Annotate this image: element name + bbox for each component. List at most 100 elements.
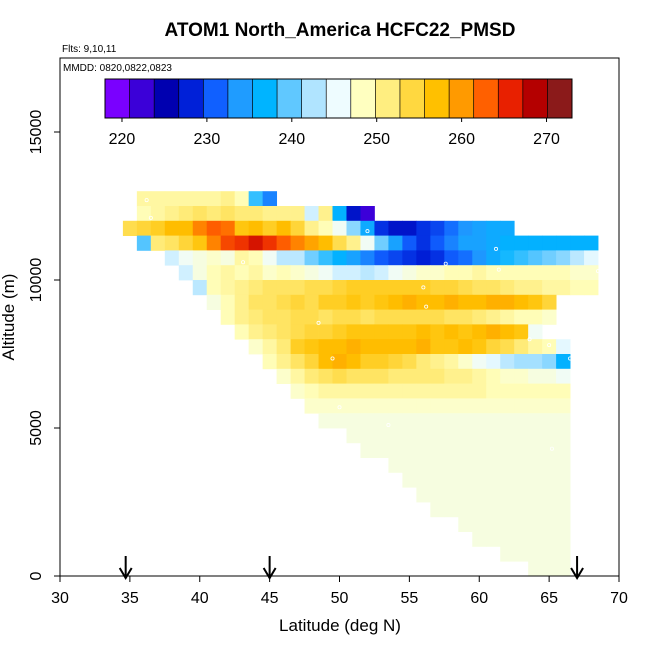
heatmap-cell bbox=[416, 309, 431, 325]
heatmap-cell bbox=[500, 472, 515, 488]
heatmap-cell bbox=[402, 472, 417, 488]
heatmap-cell bbox=[500, 294, 515, 310]
heatmap-cell bbox=[346, 280, 361, 296]
heatmap-cell bbox=[486, 428, 501, 444]
heatmap-cell bbox=[472, 442, 487, 458]
heatmap-cell bbox=[402, 413, 417, 429]
heatmap-cell bbox=[318, 383, 333, 399]
heatmap-cell bbox=[472, 324, 487, 340]
heatmap-cell bbox=[402, 398, 417, 414]
heatmap-cell bbox=[416, 280, 431, 296]
heatmap-cell bbox=[416, 442, 431, 458]
heatmap-cell bbox=[262, 339, 278, 355]
heatmap-cell bbox=[262, 220, 278, 236]
heatmap-cell bbox=[542, 546, 557, 562]
heatmap-cell bbox=[388, 398, 403, 414]
heatmap-cell bbox=[206, 280, 222, 296]
heatmap-cell bbox=[500, 531, 515, 547]
heatmap-cell bbox=[514, 383, 529, 399]
heatmap-cell bbox=[472, 531, 487, 547]
heatmap-cell bbox=[164, 220, 180, 236]
heatmap-cell bbox=[486, 280, 501, 296]
heatmap-cell bbox=[388, 428, 403, 444]
heatmap-cell bbox=[458, 442, 473, 458]
heatmap-cell bbox=[486, 265, 501, 281]
heatmap-cell bbox=[444, 442, 459, 458]
heatmap-cell bbox=[304, 324, 319, 340]
heatmap-cell bbox=[220, 191, 236, 207]
x-tick-label: 30 bbox=[51, 590, 69, 607]
heatmap-cell bbox=[220, 220, 236, 236]
heatmap-cell bbox=[556, 368, 571, 384]
heatmap-cell bbox=[220, 294, 236, 310]
heatmap-cell bbox=[444, 383, 459, 399]
heatmap-cell bbox=[472, 368, 487, 384]
heatmap-cell bbox=[542, 368, 557, 384]
heatmap-cell bbox=[584, 280, 599, 296]
chart-title: ATOM1 North_America HCFC22_PMSD bbox=[165, 20, 516, 41]
sample-point bbox=[568, 356, 573, 361]
heatmap-cell bbox=[346, 235, 361, 251]
heatmap-cell bbox=[304, 280, 319, 296]
heatmap-cell bbox=[332, 413, 347, 429]
heatmap-cell bbox=[472, 472, 487, 488]
flights-label: Flts: 9,10,11 bbox=[62, 44, 117, 55]
heatmap-cell bbox=[486, 472, 501, 488]
heatmap-cell bbox=[458, 250, 473, 266]
heatmap-cell bbox=[374, 309, 389, 325]
heatmap-cell bbox=[458, 413, 473, 429]
colorbar-segment bbox=[301, 79, 327, 118]
heatmap-cell bbox=[332, 294, 347, 310]
heatmap-cell bbox=[430, 309, 445, 325]
heatmap-cell bbox=[556, 280, 571, 296]
heatmap-cell bbox=[262, 324, 278, 340]
heatmap-cell bbox=[234, 280, 250, 296]
heatmap-cell bbox=[514, 339, 529, 355]
heatmap-cell bbox=[500, 428, 515, 444]
heatmap-cell bbox=[248, 294, 264, 310]
heatmap-cell bbox=[528, 531, 543, 547]
heatmap-cell bbox=[290, 324, 305, 340]
heatmap-cell bbox=[276, 368, 291, 384]
colorbar-tick-label: 230 bbox=[194, 131, 221, 148]
heatmap-cell bbox=[388, 280, 403, 296]
heatmap-cell bbox=[430, 339, 445, 355]
colorbar-segment bbox=[350, 79, 376, 118]
sample-point bbox=[547, 343, 552, 348]
heatmap-cell bbox=[360, 265, 375, 281]
x-tick-label: 45 bbox=[261, 590, 279, 607]
heatmap-cell bbox=[458, 235, 473, 251]
heatmap-cell bbox=[248, 339, 264, 355]
heatmap-cell bbox=[528, 354, 543, 370]
x-axis-ticks: 30 35 40 45 50 55 60 65 70 bbox=[51, 576, 628, 607]
heatmap-cell bbox=[528, 561, 543, 577]
heatmap-cell bbox=[458, 428, 473, 444]
heatmap-cell bbox=[360, 324, 375, 340]
heatmap-cell bbox=[276, 294, 291, 310]
heatmap-cell bbox=[150, 235, 166, 251]
heatmap-cell bbox=[206, 265, 222, 281]
heatmap-cell bbox=[332, 324, 347, 340]
heatmap-cell bbox=[556, 502, 571, 518]
heatmap-cell bbox=[472, 250, 487, 266]
heatmap-cell bbox=[318, 368, 333, 384]
colorbar-segment bbox=[375, 79, 401, 118]
heatmap-cell bbox=[472, 220, 487, 236]
colorbar-segment bbox=[498, 79, 524, 118]
heatmap-cell bbox=[500, 250, 515, 266]
heatmap-cell bbox=[346, 206, 361, 222]
colorbar-segment bbox=[105, 79, 131, 118]
colorbar-segment bbox=[154, 79, 180, 118]
heatmap-cell bbox=[290, 309, 305, 325]
heatmap-cell bbox=[374, 280, 389, 296]
heatmap-cell bbox=[290, 354, 305, 370]
colorbar-segment bbox=[129, 79, 155, 118]
heatmap-cell bbox=[472, 294, 487, 310]
heatmap-cell bbox=[164, 206, 180, 222]
heatmap-cell bbox=[556, 354, 571, 370]
heatmap-cell bbox=[388, 324, 403, 340]
heatmap-cell bbox=[122, 220, 138, 236]
heatmap-cell bbox=[416, 487, 431, 503]
heatmap-cell bbox=[542, 531, 557, 547]
